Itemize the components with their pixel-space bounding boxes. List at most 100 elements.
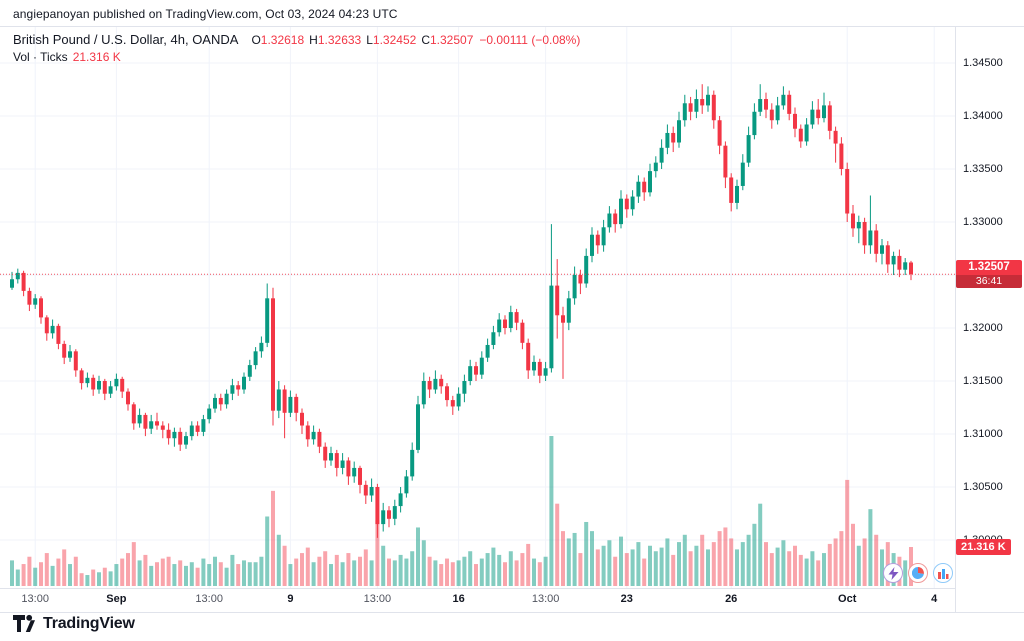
volume-bar — [305, 547, 310, 586]
candle-body — [282, 389, 287, 413]
time-axis-label: 13:00 — [531, 593, 560, 605]
volume-bar — [317, 556, 322, 586]
stats-bars-reaction-icon[interactable] — [933, 563, 953, 583]
volume-bar — [323, 551, 328, 586]
volume-bar — [253, 562, 258, 586]
volume-bar — [271, 490, 275, 586]
candle-body — [885, 245, 890, 265]
candle-body — [584, 255, 589, 284]
candle-body — [207, 408, 212, 420]
candle-body — [329, 453, 333, 461]
volume-bar — [189, 562, 194, 586]
lightning-reaction-icon[interactable] — [883, 563, 903, 583]
candle-body — [659, 147, 664, 163]
candle-body — [62, 343, 67, 358]
volume-bar — [787, 551, 792, 586]
volume-bar — [503, 562, 507, 586]
volume-bar — [590, 531, 594, 586]
volume-bar — [439, 564, 444, 586]
time-axis[interactable]: 13:00 Sep 13:00 9 13:00 16 13:00 23 26 Oct 4 — [0, 0, 955, 641]
volume-bar — [242, 560, 246, 586]
volume-bar — [839, 531, 844, 586]
candle-body — [369, 487, 374, 496]
volume-bar — [224, 567, 229, 586]
change-value: −0.00111 (−0.08%) — [479, 33, 581, 47]
volume-bar — [462, 556, 467, 586]
candle-body — [874, 230, 879, 254]
candle-body — [271, 298, 275, 411]
candle-body — [897, 255, 902, 270]
volume-bar — [764, 542, 768, 586]
candle-body — [468, 366, 473, 381]
candle-body — [433, 378, 438, 390]
volume-bar — [79, 573, 84, 586]
candle-body — [752, 111, 757, 136]
candle-body — [485, 344, 490, 358]
volume-bar — [827, 543, 832, 586]
candle-body — [653, 162, 658, 172]
volume-bar — [387, 558, 391, 586]
volume-bar — [798, 554, 803, 586]
volume-bar — [433, 560, 438, 586]
candle-body — [694, 99, 699, 112]
volume-bar — [184, 565, 188, 586]
tradingview-logo-icon — [13, 614, 35, 632]
volume-bar — [91, 569, 96, 586]
volume-bar — [120, 558, 125, 586]
candle-body — [172, 431, 177, 439]
stats-pie-reaction-icon[interactable] — [908, 563, 928, 583]
attribution-bar: angiepanoyan published on TradingView.co… — [13, 7, 398, 21]
volume-bar — [456, 560, 461, 586]
candle-body — [450, 400, 455, 407]
volume-bar — [491, 547, 496, 586]
candle-body — [566, 298, 571, 323]
time-axis-label: 16 — [452, 593, 465, 605]
candle-body — [253, 351, 258, 366]
candle-body — [706, 94, 710, 106]
candle-body — [323, 446, 328, 461]
volume-bar — [653, 551, 658, 586]
candle-body — [73, 351, 78, 371]
candle-body — [526, 342, 531, 371]
volume-bar — [630, 549, 635, 586]
candle-body — [224, 393, 229, 405]
candle-body — [827, 105, 832, 131]
candle-body — [236, 385, 241, 390]
volume-bar — [665, 538, 670, 586]
volume-bar — [775, 547, 780, 586]
volume-bar — [68, 564, 72, 586]
reaction-bar — [883, 563, 953, 583]
candle-body — [804, 124, 809, 142]
candle-body — [532, 361, 536, 371]
candle-body — [636, 181, 641, 197]
tradingview-brand-link[interactable]: TradingView — [12, 614, 135, 633]
volume-bar — [172, 564, 177, 586]
current-price-tag: 1.32507 36:41 — [956, 260, 1022, 289]
volume-bar — [856, 545, 861, 586]
volume-bar — [572, 532, 577, 586]
candle-body — [445, 386, 449, 401]
volume-bar — [340, 562, 345, 586]
volume-bar — [160, 558, 165, 586]
volume-bar — [300, 553, 304, 586]
volume-bar — [624, 553, 629, 586]
volume-bar — [549, 436, 554, 586]
candle-body — [218, 397, 223, 405]
volume-bar — [21, 564, 26, 586]
volume-bar — [613, 556, 618, 586]
candle-body — [868, 230, 873, 246]
candle-body — [317, 431, 322, 447]
candle-body — [352, 467, 357, 477]
volume-bar — [543, 556, 548, 586]
candle-body — [392, 506, 397, 519]
candle-body — [387, 510, 391, 519]
volume-bar — [781, 540, 786, 586]
volume-bar — [131, 542, 136, 586]
volume-series-label: Vol · Ticks — [13, 50, 68, 64]
candle-body — [114, 378, 119, 387]
current-volume-tag: 21.316 K — [956, 539, 1011, 555]
candle-body — [909, 262, 913, 275]
volume-bar — [27, 556, 32, 586]
time-axis-label: 23 — [620, 593, 633, 605]
